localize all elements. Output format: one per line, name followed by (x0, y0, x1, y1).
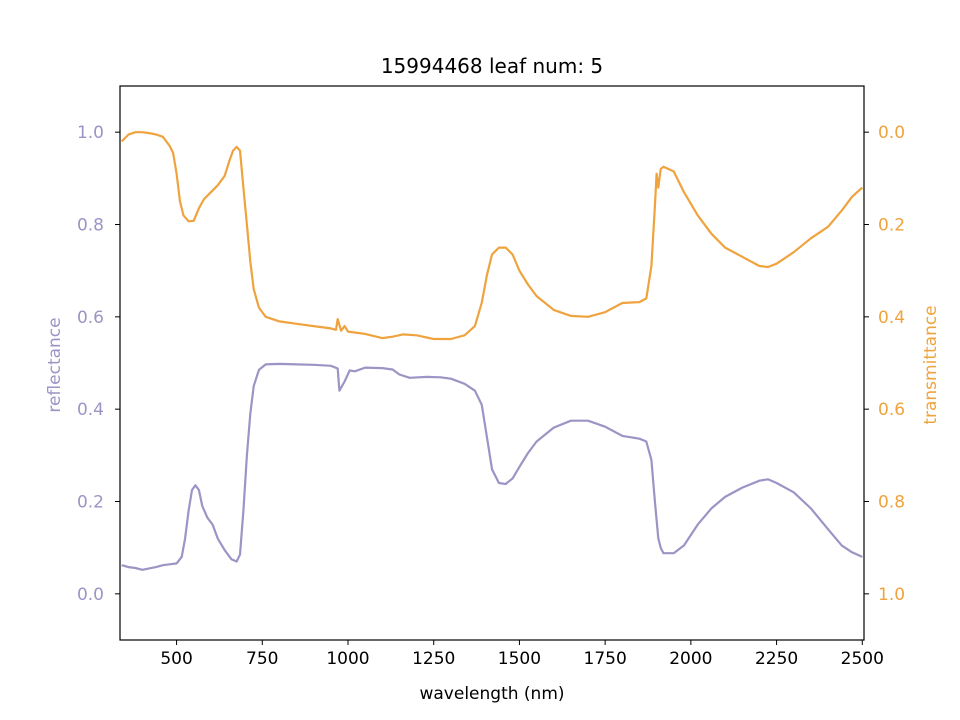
x-tick-label: 2500 (841, 649, 884, 669)
plot-frame (119, 85, 865, 641)
left-tick-label: 0.4 (77, 400, 104, 420)
right-tick-label: 0.6 (878, 400, 905, 420)
right-tick-label: 0.8 (878, 493, 905, 513)
x-tick-label: 1000 (326, 649, 369, 669)
chart-title: 15994468 leaf num: 5 (381, 54, 603, 78)
left-axis-label: reflectance (45, 317, 65, 412)
right-axis-label: transmittance (921, 305, 941, 424)
x-tick-label: 2000 (669, 649, 712, 669)
x-tick-label: 500 (160, 649, 192, 669)
right-tick-label: 0.0 (878, 123, 905, 143)
right-tick-label: 0.2 (878, 216, 905, 236)
left-tick-label: 0.2 (77, 493, 104, 513)
left-axis-ticks: 0.0 0.2 0.4 0.6 0.8 1.0 (77, 123, 120, 605)
transmittance-line (120, 131, 864, 341)
left-tick-label: 1.0 (77, 123, 104, 143)
x-tick-label: 1750 (584, 649, 627, 669)
series-layer (120, 131, 864, 571)
x-tick-label: 1500 (498, 649, 541, 669)
right-axis-ticks: 0.0 0.2 0.4 0.6 0.8 1.0 (864, 123, 905, 605)
left-tick-label: 0.0 (77, 585, 104, 605)
left-tick-label: 0.8 (77, 216, 104, 236)
x-tick-label: 1250 (412, 649, 455, 669)
x-axis-ticks: 500 750 1000 1250 1500 1750 2000 2250 2500 (160, 640, 884, 669)
right-tick-label: 1.0 (878, 585, 905, 605)
right-tick-label: 0.4 (878, 308, 905, 328)
plot-background (120, 86, 864, 640)
x-axis-label: wavelength (nm) (419, 684, 564, 704)
left-tick-label: 0.6 (77, 308, 104, 328)
x-tick-label: 2250 (755, 649, 798, 669)
x-tick-label: 750 (246, 649, 278, 669)
reflectance-line (121, 362, 863, 571)
